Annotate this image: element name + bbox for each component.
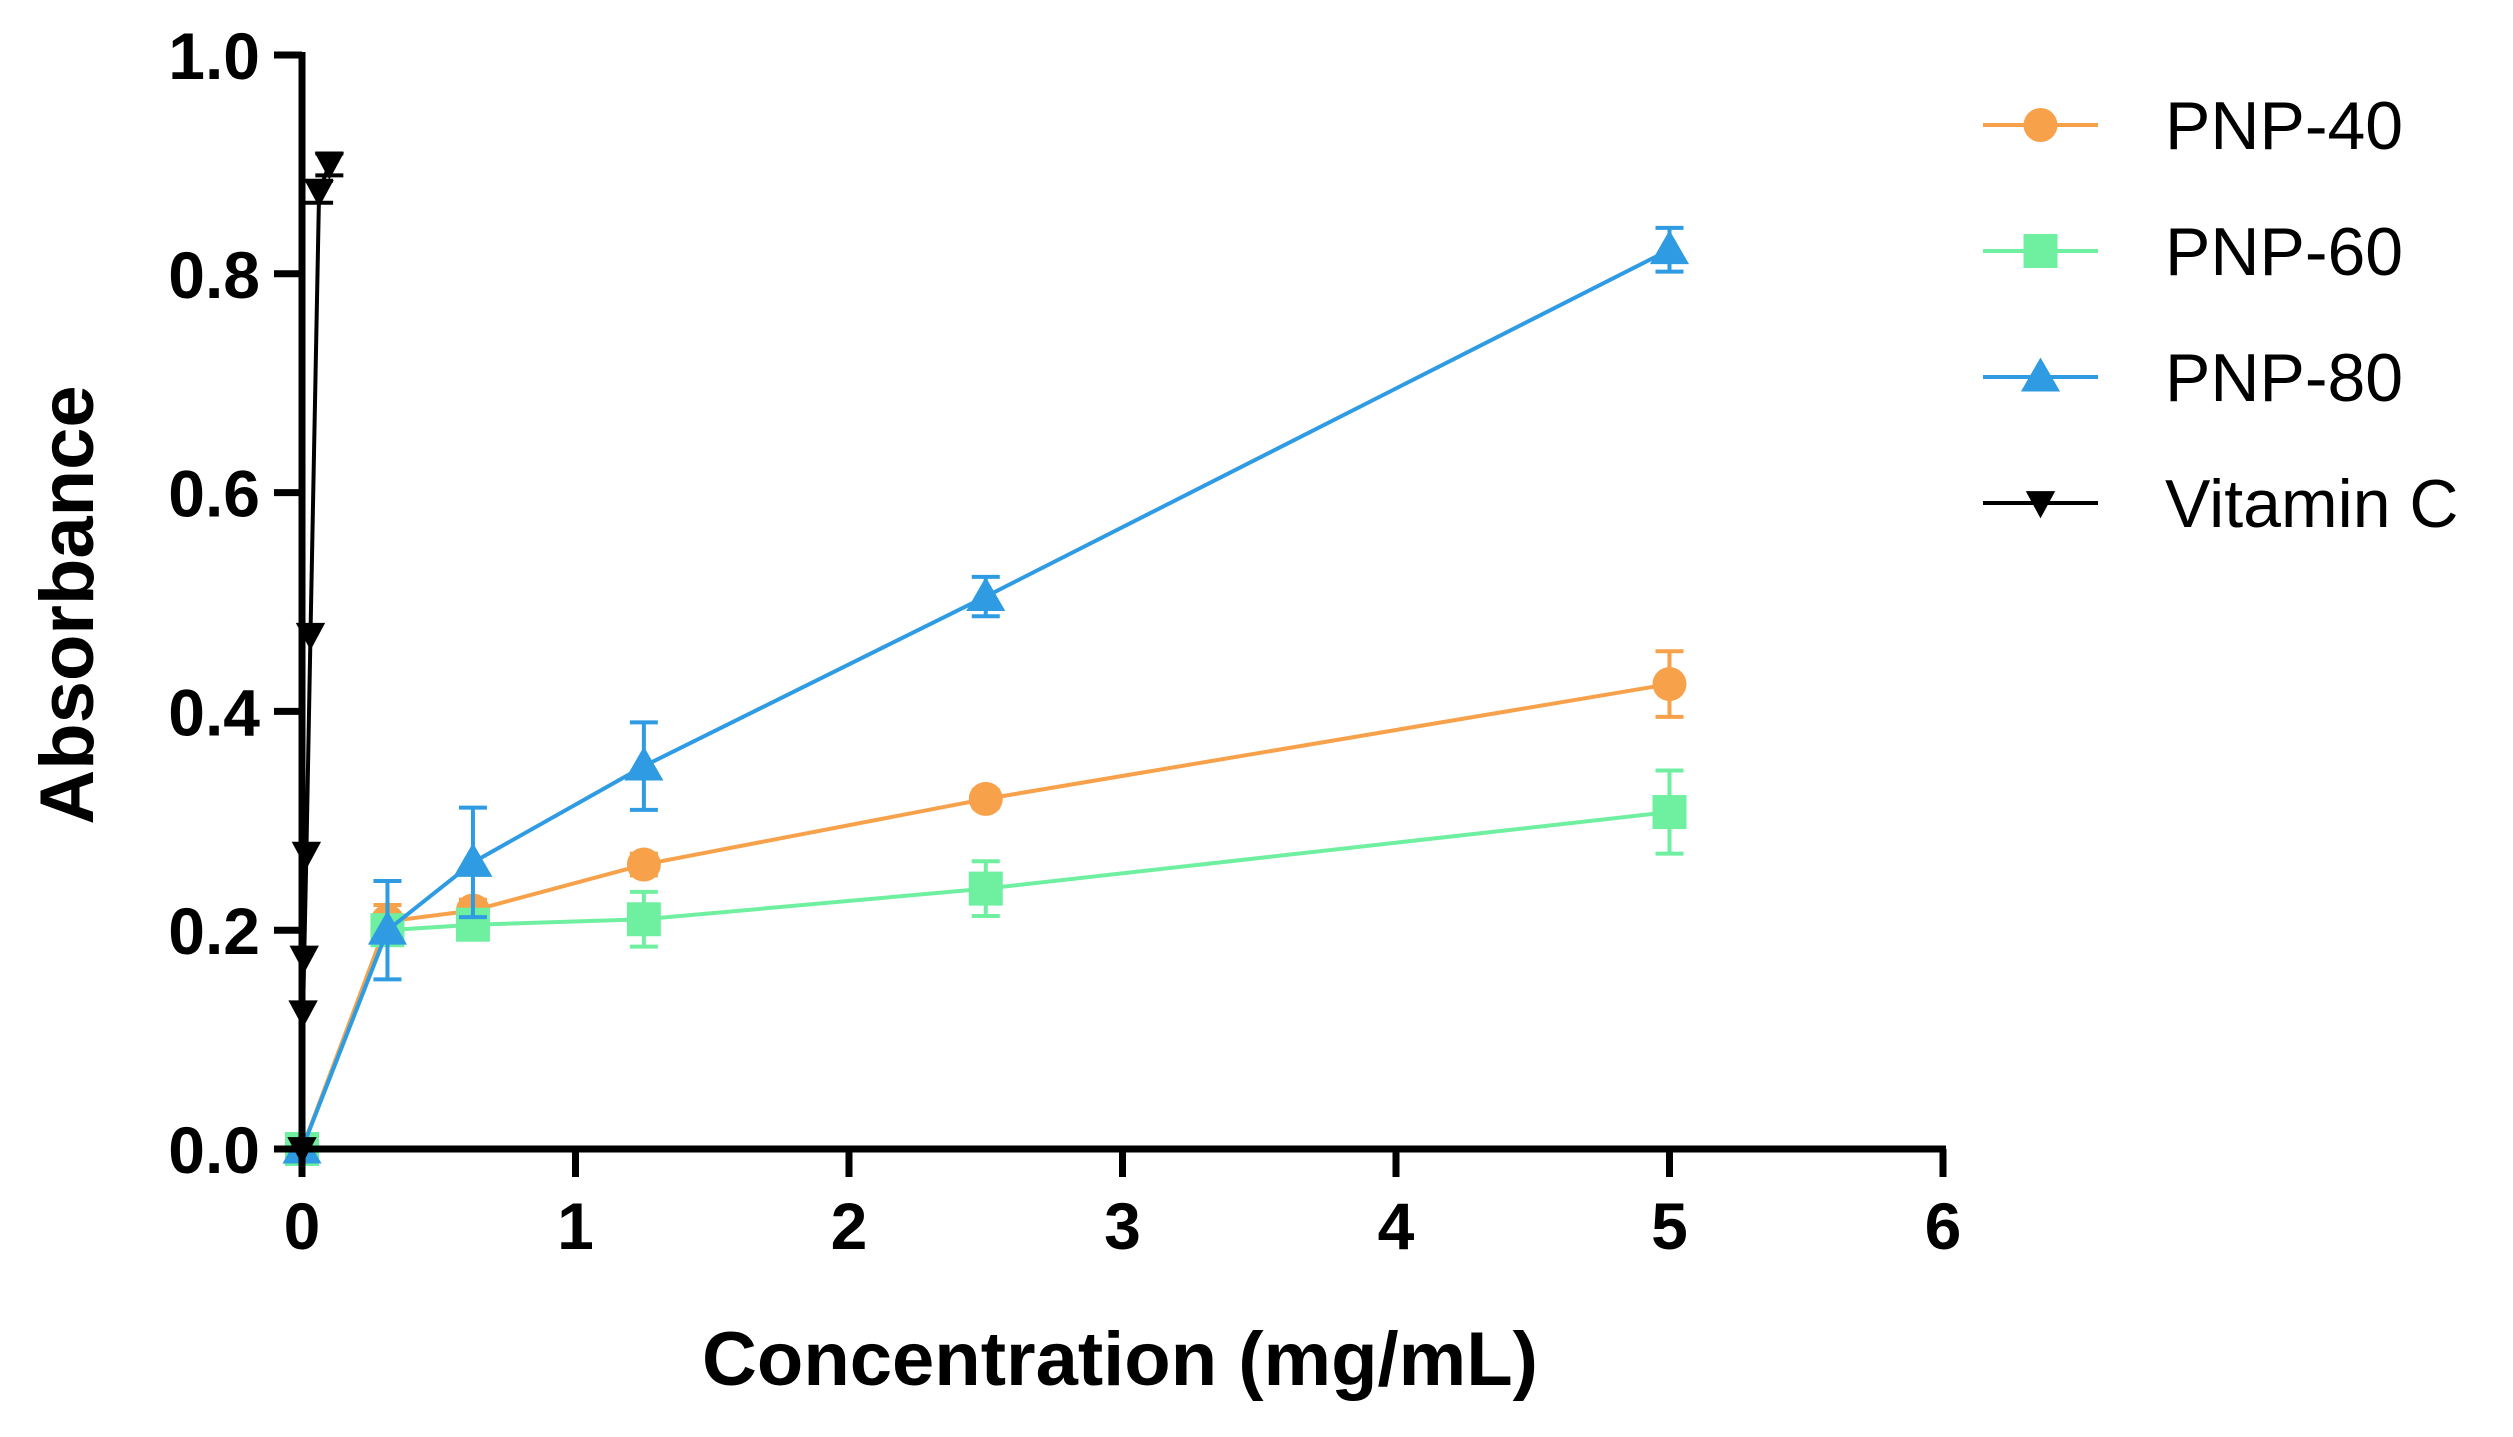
legend-label-pnp-60: PNP-60 <box>2165 214 2403 290</box>
data-point-pnp-80 <box>367 910 408 945</box>
data-point-vitamin-c <box>314 152 345 180</box>
series-vitamin-c <box>287 151 345 1165</box>
y-tick-label: 0.6 <box>168 457 260 531</box>
legend-marker-pnp-80 <box>2020 357 2061 392</box>
data-point-pnp-40 <box>968 781 1003 816</box>
data-point-pnp-40 <box>1652 667 1687 702</box>
legend-marker-vitamin-c <box>2025 491 2056 519</box>
data-point-pnp-80 <box>1649 230 1690 265</box>
x-axis-title: Concentration (mg/mL) <box>702 1317 1538 1402</box>
legend: PNP-40 PNP-60 PNP-80 Vitamin C <box>1983 88 2459 542</box>
x-tick-label: 6 <box>1925 1189 1962 1263</box>
y-tick-label: 0.8 <box>168 238 260 312</box>
data-point-vitamin-c <box>304 179 334 208</box>
data-point-pnp-80 <box>966 576 1006 611</box>
legend-label-pnp-40: PNP-40 <box>2165 88 2403 164</box>
series-line-pnp-40 <box>300 682 1670 1150</box>
data-point-pnp-80 <box>624 746 664 781</box>
legend-marker-pnp-60 <box>2023 234 2058 268</box>
legend-label-vitamin-c: Vitamin C <box>2165 466 2459 542</box>
x-tick-label: 4 <box>1378 1189 1415 1263</box>
series-pnp-80 <box>282 225 1690 1164</box>
y-tick-label: 0.0 <box>168 1113 260 1187</box>
legend-label-pnp-80: PNP-80 <box>2165 340 2403 416</box>
data-point-vitamin-c <box>291 841 322 870</box>
data-point-pnp-60 <box>1652 795 1687 830</box>
y-tick-label: 0.2 <box>168 894 260 968</box>
x-tick-label: 2 <box>831 1189 868 1263</box>
data-point-pnp-80 <box>453 842 493 877</box>
data-point-pnp-60 <box>968 871 1003 906</box>
data-point-pnp-60 <box>626 902 661 937</box>
series-pnp-60 <box>285 768 1687 1166</box>
y-tick-label: 1.0 <box>168 19 260 93</box>
y-axis-title: Absorbance <box>25 385 110 824</box>
y-tick-label: 0.4 <box>168 675 260 749</box>
x-tick-label: 1 <box>557 1189 594 1263</box>
data-point-pnp-40 <box>626 847 661 882</box>
x-tick-label: 5 <box>1651 1189 1688 1263</box>
legend-marker-pnp-40 <box>2023 108 2058 142</box>
series-line-pnp-80 <box>300 247 1671 1150</box>
x-tick-label: 0 <box>284 1189 321 1263</box>
x-tick-label: 3 <box>1104 1189 1141 1263</box>
